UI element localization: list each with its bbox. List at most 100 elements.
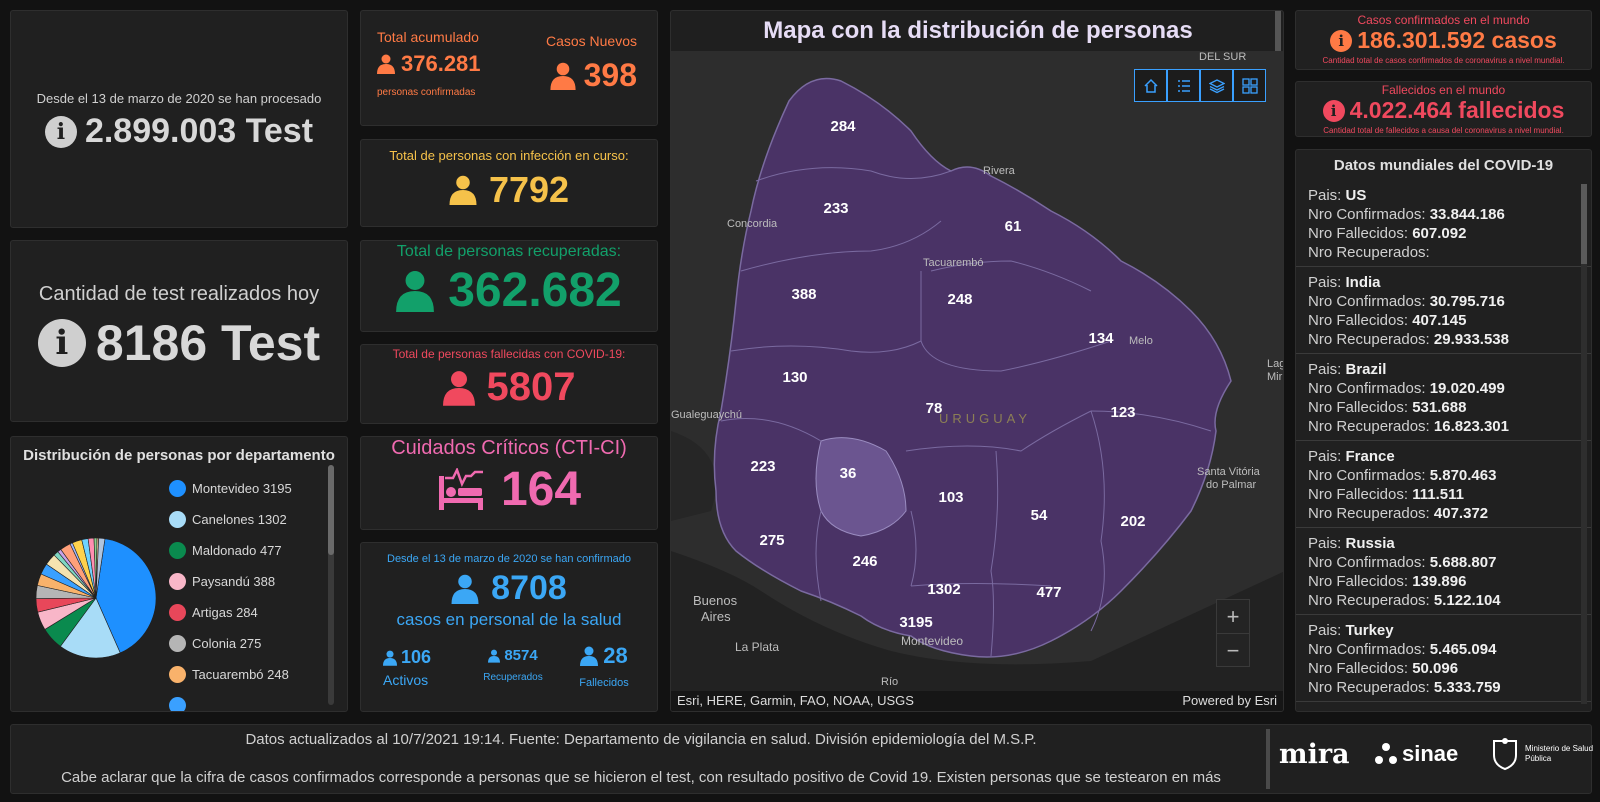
legend-item[interactable]: Paysandú 388 xyxy=(169,566,319,597)
legend-item[interactable]: Montevideo 3195 xyxy=(169,473,319,504)
dept-label-soriano[interactable]: 223 xyxy=(750,458,775,475)
recuperadas-title: Total de personas recuperadas: xyxy=(396,243,622,260)
map-title: Mapa con la distribución de personas xyxy=(763,17,1193,44)
cti-value: 164 xyxy=(500,463,582,516)
country-field: Nro Recuperados: xyxy=(1308,244,1430,261)
legend-button[interactable] xyxy=(1167,69,1200,102)
dept-label-río-negro[interactable]: 130 xyxy=(782,369,807,386)
casos-nuevos-value: 398 xyxy=(583,57,637,93)
dept-label-montevideo[interactable]: 3195 xyxy=(899,614,932,631)
pie-slice-río-negro[interactable] xyxy=(95,537,106,599)
dept-label-colonia[interactable]: 275 xyxy=(759,532,784,549)
legend-item[interactable]: Maldonado 477 xyxy=(169,535,319,566)
country-field: Nro Confirmados: 5.870.463 xyxy=(1308,467,1497,484)
place-label: Tacuarembó xyxy=(923,257,984,269)
legend-item[interactable]: Canelones 1302 xyxy=(169,504,319,535)
msp-logo: Ministerio de Salud Pública xyxy=(1491,737,1595,771)
country-item[interactable]: Pais: Brazil Nro Confirmados: 19.020.499 N… xyxy=(1296,354,1591,441)
dept-label-lavalleja[interactable]: 54 xyxy=(1031,507,1048,524)
country-field: Nro Confirmados: 5.688.807 xyxy=(1308,554,1497,571)
dept-label-treinta-y-tres[interactable]: 123 xyxy=(1110,404,1135,421)
country-field: Nro Fallecidos: 111.511 xyxy=(1308,486,1464,503)
sinae-logo: sinae xyxy=(1373,741,1458,767)
dept-label-cerro-largo[interactable]: 134 xyxy=(1088,330,1114,347)
footer-line-1: Datos actualizados al 10/7/2021 19:14. F… xyxy=(245,731,1037,748)
map-title-scrollbar[interactable] xyxy=(1275,11,1281,51)
dept-label-san-josé[interactable]: 246 xyxy=(852,553,877,570)
country-field: Pais: US xyxy=(1308,187,1367,204)
world-confirmed-panel: Casos confirmados en el mundo i 186.301.… xyxy=(1295,10,1592,70)
country-field: Nro Recuperados: 407.372 xyxy=(1308,505,1489,522)
place-label: Gualeguaychú xyxy=(671,409,742,421)
pie-slice-canelones[interactable] xyxy=(60,597,121,659)
pie-slice-montevideo[interactable] xyxy=(95,538,157,654)
mira-logo: mira xyxy=(1279,739,1350,770)
dept-label-tacuarembó[interactable]: 248 xyxy=(947,291,972,308)
legend-swatch xyxy=(169,635,186,652)
salud-recuperados: 8574 Recuperados xyxy=(473,647,553,683)
map-attribution: Esri, HERE, Garmin, FAO, NOAA, USGS xyxy=(677,693,914,708)
legend-swatch xyxy=(169,697,186,711)
legend-item[interactable]: Tacuarembó 248 xyxy=(169,659,319,690)
distribution-title: Distribución de personas por departament… xyxy=(23,447,335,464)
legend-label: Canelones 1302 xyxy=(192,512,287,527)
basemap-button[interactable] xyxy=(1233,69,1266,102)
country-item[interactable]: Pais: France Nro Confirmados: 5.870.463 Nr… xyxy=(1296,441,1591,528)
en-curso-value: 7792 xyxy=(488,169,570,210)
place-label: Rivera xyxy=(983,165,1016,177)
dept-label-salto[interactable]: 233 xyxy=(823,200,848,217)
place-label: do Palmar xyxy=(1206,479,1256,491)
dept-label-artigas[interactable]: 284 xyxy=(830,118,856,135)
country-item[interactable]: Pais: Russia Nro Confirmados: 5.688.807 Nr… xyxy=(1296,528,1591,615)
info-icon: i xyxy=(37,319,86,367)
person-icon xyxy=(377,54,395,74)
country-item[interactable]: Pais: India Nro Confirmados: 30.795.716 Nr… xyxy=(1296,267,1591,354)
powered-by-esri[interactable]: Powered by Esri xyxy=(1182,693,1277,708)
dept-label-rocha[interactable]: 202 xyxy=(1120,513,1145,530)
en-curso-panel: Total de personas con infección en curso… xyxy=(360,139,658,227)
dept-label-flores[interactable]: 36 xyxy=(840,465,857,482)
country-item[interactable]: Pais: Turkey Nro Confirmados: 5.465.094 Nr… xyxy=(1296,615,1591,702)
country-field: Nro Confirmados: 5.465.094 xyxy=(1308,641,1497,658)
dept-label-canelones[interactable]: 1302 xyxy=(927,581,960,598)
place-label: Santa Vitória xyxy=(1197,466,1261,478)
layers-button[interactable] xyxy=(1200,69,1233,102)
zoom-out-button[interactable]: − xyxy=(1226,637,1240,663)
home-button[interactable] xyxy=(1134,69,1167,102)
place-label: Río xyxy=(881,676,898,688)
legend-item[interactable]: Artigas 284 xyxy=(169,597,319,628)
country-field: Nro Recuperados: 16.823.301 xyxy=(1308,418,1509,435)
map-canvas[interactable]: DEL SUR Concordia Rivera Tacuarembó Gual… xyxy=(671,11,1284,712)
legend-scrollbar[interactable] xyxy=(328,465,334,705)
salud-activos-value: 106 xyxy=(401,647,432,667)
grid-icon xyxy=(1241,77,1258,94)
fallecidas-value: 5807 xyxy=(486,365,576,409)
legend-swatch xyxy=(169,604,186,621)
world-list-title: Datos mundiales del COVID-19 xyxy=(1333,157,1554,174)
dept-label-florida[interactable]: 103 xyxy=(938,489,963,506)
tests-today-value: 8186 Test xyxy=(95,315,321,371)
legend-item[interactable]: Colonia 275 xyxy=(169,628,319,659)
legend-item[interactable] xyxy=(169,690,319,711)
country-item[interactable]: Pais: US Nro Confirmados: 33.844.186 Nro F… xyxy=(1296,180,1591,267)
country-field: Pais: India xyxy=(1308,274,1381,291)
world-deaths-value: 4.022.464 fallecidos xyxy=(1349,97,1565,123)
place-label: Concordia xyxy=(727,218,778,230)
dept-label-durazno[interactable]: 78 xyxy=(926,400,943,417)
tests-total-panel: Desde el 13 de marzo de 2020 se han proc… xyxy=(10,10,348,228)
dept-label-paysandú[interactable]: 388 xyxy=(791,286,816,303)
msp-logo-text: Ministerio de Salud Pública xyxy=(1525,744,1594,763)
legend-swatch xyxy=(169,666,186,683)
dept-label-rivera[interactable]: 61 xyxy=(1005,218,1022,235)
world-confirmed-caption: Cantidad total de casos confirmados de c… xyxy=(1322,56,1565,65)
country-field: Nro Recuperados: 5.333.759 xyxy=(1308,679,1501,696)
country-list[interactable]: Pais: US Nro Confirmados: 33.844.186 Nro F… xyxy=(1296,180,1591,702)
world-confirmed-title: Casos confirmados en el mundo xyxy=(1357,13,1530,27)
acumulado-title: Total acumulado xyxy=(377,29,479,45)
footer-scrollbar[interactable] xyxy=(1266,729,1270,789)
zoom-in-button[interactable]: + xyxy=(1217,600,1249,634)
salud-activos: 106 Activos xyxy=(383,647,443,688)
country-list-scrollbar[interactable] xyxy=(1581,184,1587,704)
dept-label-maldonado[interactable]: 477 xyxy=(1036,584,1061,601)
acumulado-value: 376.281 xyxy=(401,51,481,76)
